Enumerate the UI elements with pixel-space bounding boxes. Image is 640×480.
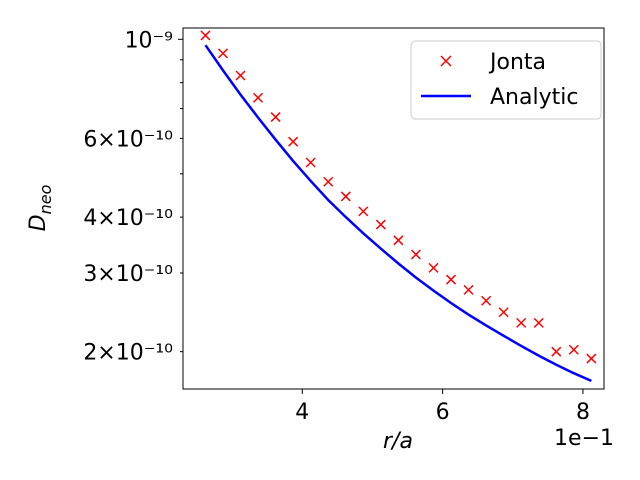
marker-stroke [358,206,369,217]
y-axis-label-sub: neo [36,184,55,214]
y-axis-label-main: D [26,214,51,231]
y-minor-tick-label: 3×10⁻¹⁰ [83,262,173,287]
marker-stroke [428,262,439,273]
data-point-jonta [340,191,351,202]
legend-box [410,40,602,120]
marker-stroke [305,157,316,168]
series-layer [200,30,597,383]
data-point-jonta [358,206,369,217]
marker-stroke [568,344,579,355]
data-point-jonta [393,235,404,246]
data-point-jonta [586,353,597,364]
marker-stroke [463,284,474,295]
x-axis-label: r/a [383,429,413,454]
axes-layer: 4 6 8 10⁻⁹ 2×10⁻¹⁰ 3×10⁻¹⁰ 4×10⁻¹⁰ 6×10⁻¹⁰ [83,28,590,425]
data-point-jonta [428,262,439,273]
marker-stroke [253,92,264,103]
data-point-jonta [446,274,457,285]
marker-stroke [323,176,334,187]
marker-stroke [200,30,211,41]
data-point-jonta [533,317,544,328]
legend-marker-jonta [440,55,452,67]
x-tick-label: 4 [295,400,309,425]
data-point-jonta [410,249,421,260]
y-minor-tick-label: 6×10⁻¹⁰ [83,127,173,152]
data-point-jonta [375,219,386,230]
data-point-jonta [253,92,264,103]
marker-stroke [586,353,597,364]
series-line-analytic [204,44,592,383]
marker-stroke [551,346,562,357]
data-point-jonta [463,284,474,295]
marker-stroke [217,48,229,59]
data-point-jonta [481,295,492,306]
data-point-jonta [217,48,229,59]
data-point-jonta [235,70,246,81]
marker-stroke [340,191,351,202]
marker-stroke [410,249,421,260]
marker-stroke [235,70,246,81]
data-point-jonta [200,30,211,41]
marker-stroke [270,112,281,123]
marker-stroke [446,274,457,285]
x-tick-label: 8 [576,400,590,425]
marker-stroke [516,317,527,328]
marker-stroke [533,317,544,328]
plot-frame [182,27,605,390]
y-minor-tick-label: 4×10⁻¹⁰ [83,206,173,231]
y-minor-tick-label: 2×10⁻¹⁰ [83,341,173,366]
legend-label-jonta: Jonta [488,50,546,75]
data-point-jonta [288,136,299,147]
data-point-jonta [498,307,509,318]
x-tick-label: 6 [436,400,450,425]
marker-stroke [481,295,492,306]
x-offset-text: 1e−1 [554,426,614,451]
data-point-jonta [305,157,316,168]
marker-stroke [498,307,509,318]
data-point-jonta [323,176,334,187]
marker-stroke [393,235,404,246]
legend-label-analytic: Analytic [490,85,578,110]
y-axis-label: Dneo [26,184,55,231]
data-point-jonta [270,112,281,123]
data-point-jonta [551,346,562,357]
marker-stroke [288,136,299,147]
y-major-tick-label: 10⁻⁹ [125,28,173,53]
data-point-jonta [568,344,579,355]
data-point-jonta [516,317,527,328]
marker-stroke [375,219,386,230]
legend: Jonta Analytic [410,40,602,120]
